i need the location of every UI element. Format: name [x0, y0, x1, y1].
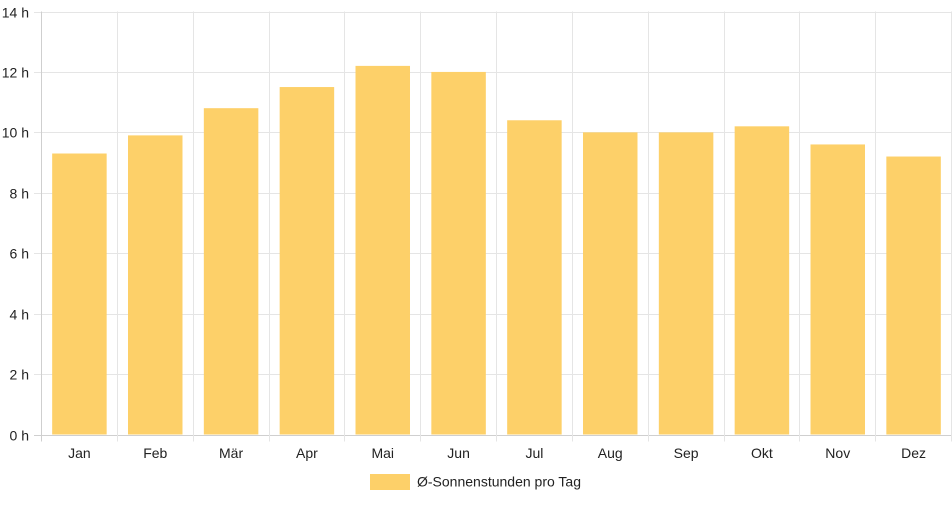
y-tick-label: 12 h — [2, 65, 29, 81]
x-tick-label: Nov — [825, 445, 850, 461]
y-tick-label: 10 h — [2, 125, 29, 141]
bar[interactable] — [279, 87, 335, 435]
bar[interactable] — [507, 120, 562, 435]
bar[interactable] — [203, 108, 259, 435]
bar[interactable] — [658, 132, 714, 435]
x-tick-label: Jan — [68, 445, 91, 461]
y-tick-label: 0 h — [10, 428, 29, 444]
x-tick-label: Apr — [296, 445, 318, 461]
legend-swatch[interactable] — [370, 474, 410, 490]
legend[interactable]: Ø-Sonnenstunden pro Tag — [370, 474, 581, 491]
x-tick-label: Aug — [598, 445, 623, 461]
legend-label[interactable]: Ø-Sonnenstunden pro Tag — [417, 474, 581, 490]
bar[interactable] — [886, 156, 941, 435]
bar[interactable] — [431, 71, 486, 435]
x-tick-label: Okt — [751, 445, 773, 461]
bar[interactable] — [734, 126, 790, 435]
x-tick-label: Mai — [371, 445, 394, 461]
y-tick-label: 6 h — [10, 246, 29, 262]
x-tick-label: Feb — [143, 445, 167, 461]
axes: 0 h 2 h 4 h 6 h 8 h 10 h 12 h 14 h Jan Feb Mär Apr M… — [2, 5, 926, 462]
y-tick-label: 4 h — [10, 307, 29, 323]
bar[interactable] — [128, 135, 183, 435]
x-tick-label: Dez — [901, 445, 926, 461]
x-tick-label: Jun — [447, 445, 470, 461]
x-tick-label: Mär — [219, 445, 243, 461]
bar[interactable] — [52, 153, 107, 435]
y-tick-label: 8 h — [10, 186, 29, 202]
x-tick-label: Sep — [674, 445, 699, 461]
bar[interactable] — [583, 132, 638, 435]
y-tick-label: 2 h — [10, 367, 29, 383]
x-tick-label: Jul — [525, 445, 543, 461]
grid — [34, 11, 952, 442]
bars — [52, 65, 941, 435]
y-tick-label: 14 h — [2, 5, 29, 21]
bar[interactable] — [810, 144, 866, 435]
bar[interactable] — [355, 65, 411, 435]
